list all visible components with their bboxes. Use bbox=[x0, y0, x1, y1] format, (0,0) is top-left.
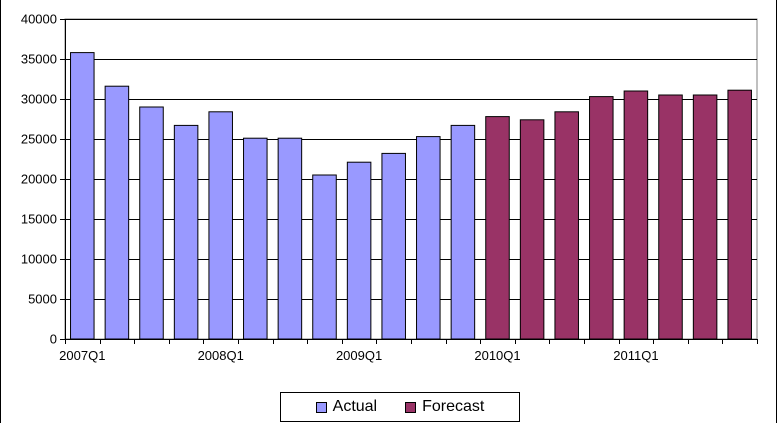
bar-forecast-2010Q3 bbox=[554, 111, 579, 340]
bar-actual-2008Q4 bbox=[312, 174, 337, 340]
tick-labels: 0 5000 10000 15000 20000 25000 30000 35000 40000… bbox=[21, 12, 659, 364]
y-tick-label: 20000 bbox=[21, 172, 57, 187]
y-tick-label: 25000 bbox=[21, 132, 57, 147]
legend-label-forecast: Forecast bbox=[422, 398, 485, 415]
bar-forecast-2011Q4 bbox=[727, 89, 752, 340]
bar-actual-2007Q1 bbox=[70, 52, 95, 340]
legend-item-actual: Actual bbox=[315, 398, 378, 416]
x-tick-label: 2011Q1 bbox=[613, 348, 658, 363]
legend: Actual Forecast bbox=[280, 392, 520, 422]
x-tick-label: 2007Q1 bbox=[59, 348, 105, 363]
bar-actual-2007Q4 bbox=[173, 124, 199, 340]
y-tick-label: 30000 bbox=[21, 92, 57, 107]
gridlines bbox=[64, 18, 758, 340]
legend-swatch-forecast bbox=[405, 401, 417, 413]
bar-actual-2007Q3 bbox=[139, 106, 164, 340]
bar-actual-2009Q4 bbox=[450, 124, 476, 340]
bar-actual-2009Q3 bbox=[416, 136, 441, 340]
bar-actual-2007Q2 bbox=[104, 85, 130, 340]
x-tick-label: 2009Q1 bbox=[336, 348, 382, 363]
x-tick-label: 2010Q1 bbox=[474, 348, 520, 363]
bar-forecast-2011Q3 bbox=[692, 94, 718, 340]
bar-actual-2009Q2 bbox=[381, 152, 406, 340]
y-tick-label: 35000 bbox=[21, 52, 57, 67]
bar-forecast-2011Q2 bbox=[658, 94, 683, 340]
bar-actual-2008Q3 bbox=[277, 137, 303, 340]
bar-actual-2009Q1 bbox=[346, 161, 372, 340]
bar-actual-2008Q1 bbox=[208, 111, 233, 340]
bar-actual-2008Q2 bbox=[243, 137, 268, 340]
bars bbox=[70, 52, 752, 340]
legend-swatch-actual bbox=[315, 401, 327, 413]
bar-forecast-2011Q1 bbox=[623, 90, 649, 340]
legend-label-actual: Actual bbox=[332, 398, 378, 415]
legend-item-forecast: Forecast bbox=[405, 398, 484, 416]
y-tick-label: 40000 bbox=[21, 12, 57, 27]
y-tick-label: 15000 bbox=[21, 212, 57, 227]
bar-forecast-2010Q2 bbox=[519, 119, 545, 340]
y-tick-label: 0 bbox=[50, 332, 57, 347]
y-tick-label: 5000 bbox=[28, 292, 57, 307]
axes bbox=[60, 19, 758, 344]
y-tick-label: 10000 bbox=[21, 252, 57, 267]
bar-forecast-2010Q4 bbox=[589, 96, 614, 340]
bar-forecast-2010Q1 bbox=[485, 116, 510, 340]
x-tick-label: 2008Q1 bbox=[198, 348, 244, 363]
